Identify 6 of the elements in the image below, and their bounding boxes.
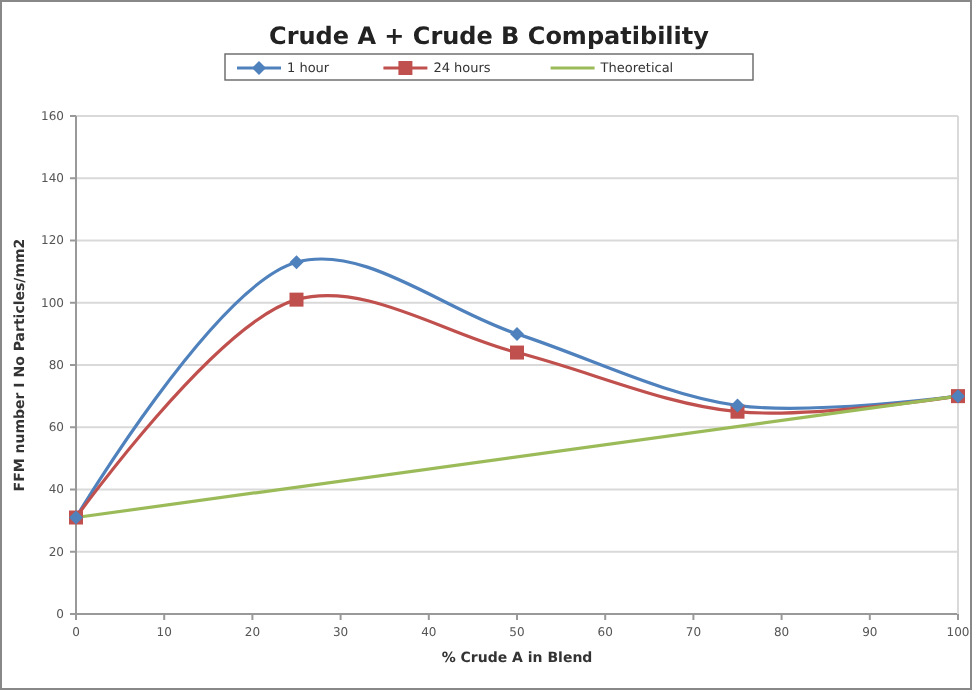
point: [289, 255, 304, 270]
point: [510, 326, 524, 341]
chart-title: Crude A + Crude B Compatibility: [269, 22, 710, 50]
point: [510, 345, 524, 360]
point: [730, 398, 745, 413]
point: [289, 292, 304, 307]
